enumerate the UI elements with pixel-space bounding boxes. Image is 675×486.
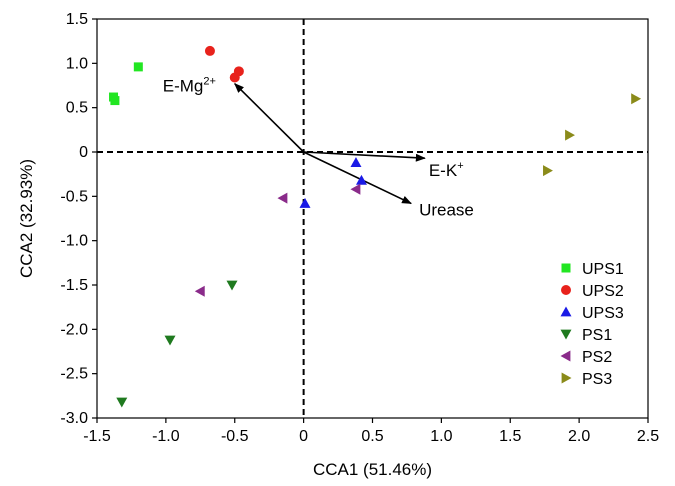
- legend-marker-ups2: [561, 285, 571, 295]
- y-tick-label: -2.0: [60, 321, 88, 338]
- arrow-label-urease: Urease: [419, 200, 474, 219]
- legend-label-ups1: UPS1: [582, 261, 624, 278]
- point-ups2: [204, 45, 215, 56]
- legend-label-ps3: PS3: [582, 371, 612, 388]
- point-ps2: [350, 183, 361, 195]
- legend-marker-ps3: [561, 372, 572, 384]
- point-ups3: [350, 157, 362, 168]
- y-tick-label: -0.5: [60, 188, 88, 205]
- point-ps2: [277, 192, 288, 204]
- x-tick-label: -1.0: [152, 428, 180, 445]
- y-tick-label: 0.5: [66, 100, 88, 117]
- y-tick-label: -1.0: [60, 233, 88, 250]
- x-tick-label: -1.5: [83, 428, 111, 445]
- y-tick-label: -3.0: [60, 410, 88, 427]
- axes: [92, 18, 649, 423]
- point-ups3: [355, 174, 367, 185]
- legend-label-ups2: UPS2: [582, 283, 624, 300]
- legend-label-ps1: PS1: [582, 327, 612, 344]
- point-ps1: [164, 335, 176, 346]
- point-ps2: [194, 285, 205, 297]
- point-ups2: [233, 66, 244, 77]
- y-tick-label: -1.5: [60, 277, 88, 294]
- legend-label-ups3: UPS3: [582, 305, 624, 322]
- legend-marker-ups1: [561, 263, 571, 273]
- x-tick-label: 2.0: [568, 428, 590, 445]
- environmental-arrows: E-Mg2+ E-K+ Urease: [163, 76, 474, 220]
- point-ps1: [116, 397, 128, 408]
- point-ps3: [543, 165, 553, 177]
- point-ups1: [133, 62, 143, 72]
- arrow-label-e-mg: E-Mg2+: [163, 76, 216, 96]
- legend-label-ps2: PS2: [582, 349, 612, 366]
- reference-lines: [97, 19, 648, 418]
- legend-marker-ups3: [560, 306, 572, 317]
- y-axis-title: CCA2 (32.93%): [17, 159, 36, 278]
- point-ps1: [226, 280, 238, 291]
- arrow-urease: [303, 151, 412, 205]
- y-tick-label: 0: [79, 144, 88, 161]
- arrow-label-e-k: E-K+: [429, 160, 464, 180]
- data-points: [109, 45, 642, 408]
- legend-marker-ps2: [560, 350, 571, 362]
- tick-labels: -1.5 -1.0 -0.5 0 0.5 1.0 1.5 2.0 2.5 1.5 1.0 0.5 0 -0…: [60, 11, 659, 445]
- legend: UPS1 UPS2 UPS3 PS1 PS2 PS3: [560, 261, 624, 388]
- point-ups1: [110, 96, 120, 106]
- y-tick-label: -2.5: [60, 366, 88, 383]
- x-tick-label: 0.5: [361, 428, 383, 445]
- y-tick-label: 1.0: [66, 55, 88, 72]
- x-tick-label: -0.5: [221, 428, 249, 445]
- x-axis-title: CCA1 (51.46%): [313, 460, 432, 479]
- point-ups3: [299, 197, 311, 208]
- legend-marker-ps1: [560, 329, 572, 340]
- arrow-e-mg: [234, 83, 305, 153]
- point-ps3: [631, 93, 642, 105]
- x-tick-label: 2.5: [637, 428, 659, 445]
- x-tick-label: 0: [299, 428, 308, 445]
- arrow-e-k: [303, 151, 426, 162]
- x-tick-label: 1.5: [499, 428, 521, 445]
- y-tick-label: 1.5: [66, 11, 88, 28]
- point-ps3: [565, 129, 575, 141]
- x-tick-label: 1.0: [430, 428, 452, 445]
